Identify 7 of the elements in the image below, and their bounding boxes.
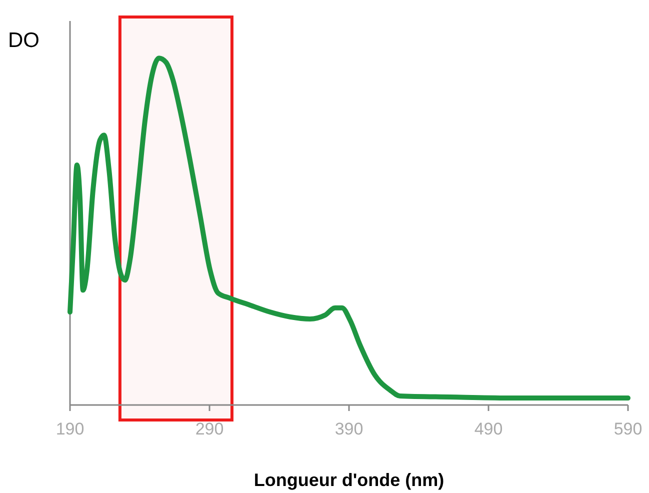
x-axis-title: Longueur d'onde (nm) (254, 470, 444, 490)
y-axis-title: DO (8, 29, 40, 52)
x-tick-label: 490 (474, 419, 503, 438)
x-tick-label: 190 (56, 419, 84, 438)
x-tick-label: 390 (334, 419, 364, 438)
x-tick-label: 590 (614, 419, 642, 438)
x-tick-label: 290 (195, 419, 224, 438)
